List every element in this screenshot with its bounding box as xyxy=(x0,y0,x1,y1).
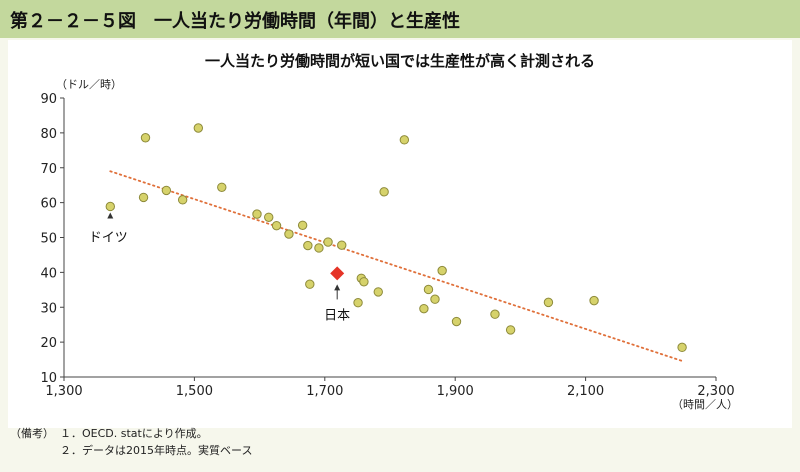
data-point xyxy=(353,298,363,308)
x-tick-label: 1,500 xyxy=(176,384,213,399)
data-point xyxy=(589,295,599,306)
annotations-group: 日本 ドイツ xyxy=(89,212,350,323)
data-point xyxy=(543,297,554,308)
data-point xyxy=(359,277,369,287)
data-point xyxy=(451,316,462,327)
data-point xyxy=(297,220,308,230)
germany-arrowhead xyxy=(107,212,114,219)
data-point xyxy=(379,187,389,197)
y-axis-label: （ドル／時） xyxy=(56,78,122,91)
figure-header: 第２－２－５図 一人当たり労働時間（年間）と生産性 xyxy=(0,0,800,38)
y-tick-label: 20 xyxy=(40,336,57,351)
y-tick-label: 80 xyxy=(40,127,57,142)
data-point xyxy=(490,309,500,319)
data-point xyxy=(271,220,282,231)
x-axis-label: （時間／人） xyxy=(672,398,738,411)
note-line-2: ２．データは2015年時点。実質ベース xyxy=(10,442,252,459)
y-tick-label: 50 xyxy=(40,232,57,247)
chart-panel: 一人当たり労働時間が短い国では生産性が高く計測される （ドル／時） （時間／人）… xyxy=(8,40,792,428)
x-tick-label: 1,900 xyxy=(437,384,474,399)
japan-arrowhead xyxy=(334,284,341,291)
japan-label: 日本 xyxy=(324,308,350,323)
data-point xyxy=(505,325,516,335)
germany-label: ドイツ xyxy=(89,230,128,245)
y-tick-label: 10 xyxy=(40,371,57,386)
data-point xyxy=(337,240,347,250)
data-point xyxy=(193,123,204,133)
y-tick-label: 30 xyxy=(40,301,57,316)
note-line-1: （備考） １．OECD. statにより作成。 xyxy=(10,425,252,442)
note-text-2: ２．データは2015年時点。実質ベース xyxy=(60,444,253,457)
axes: 10 20 30 40 50 60 70 80 90 1,300 1,500 1,700 1,900 2,… xyxy=(40,92,734,399)
trendline xyxy=(109,170,683,362)
y-tick-label: 60 xyxy=(40,197,57,212)
data-point xyxy=(430,294,440,304)
x-tick-label: 1,300 xyxy=(45,384,82,399)
data-point xyxy=(323,237,333,247)
y-tick-label: 90 xyxy=(40,92,57,107)
x-tick-label: 2,300 xyxy=(697,384,734,399)
data-point xyxy=(284,229,294,239)
notes: （備考） １．OECD. statにより作成。 ２．データは2015年時点。実質ベ… xyxy=(10,425,252,459)
japan-marker xyxy=(330,266,345,281)
data-point xyxy=(423,284,434,295)
y-tick-label: 40 xyxy=(40,266,57,281)
x-tick-label: 1,700 xyxy=(306,384,343,399)
trendline-group xyxy=(109,170,683,362)
note-text-1: １．OECD. statにより作成。 xyxy=(60,427,208,440)
data-point xyxy=(138,192,149,203)
data-point xyxy=(252,209,262,219)
data-point xyxy=(105,201,115,212)
data-point xyxy=(437,265,447,276)
data-point xyxy=(264,212,274,222)
data-point xyxy=(373,287,383,297)
points-group xyxy=(105,123,687,353)
data-point xyxy=(419,303,429,314)
data-point xyxy=(314,243,324,253)
data-point xyxy=(305,279,315,289)
chart-title: 一人当たり労働時間が短い国では生産性が高く計測される xyxy=(205,52,595,70)
data-point xyxy=(677,342,687,353)
data-point xyxy=(399,135,410,145)
y-tick-label: 70 xyxy=(40,162,57,177)
scatter-chart: 一人当たり労働時間が短い国では生産性が高く計測される （ドル／時） （時間／人）… xyxy=(40,52,738,411)
data-point xyxy=(140,133,151,143)
data-point xyxy=(217,182,227,192)
data-point xyxy=(303,240,313,251)
data-point xyxy=(177,195,188,205)
figure-title: 第２－２－５図 一人当たり労働時間（年間）と生産性 xyxy=(10,11,460,32)
notes-tag: （備考） xyxy=(10,427,54,440)
x-tick-label: 2,100 xyxy=(567,384,604,399)
data-point xyxy=(161,185,172,196)
